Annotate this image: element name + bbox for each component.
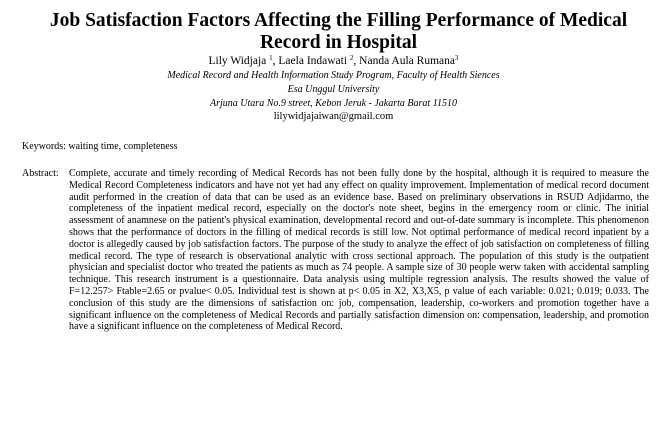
keywords-section: Keywords: waiting time, completeness xyxy=(22,140,178,153)
author-line: Lily Widjaja 1, Laela Indawati 2, Nanda … xyxy=(208,54,459,68)
affiliation-line: Arjuna Utara No.9 street, Kebon Jeruk - … xyxy=(210,98,457,109)
keywords-text: waiting time, completeness xyxy=(68,141,178,152)
paper-title: Job Satisfaction Factors Affecting the F… xyxy=(49,10,628,53)
affiliation-line: Esa Unggul University xyxy=(287,84,380,95)
author-affiliation-marker: 2 xyxy=(349,54,354,62)
author-name: Nanda Aula Rumana xyxy=(359,55,455,67)
keywords-label: Keywords: xyxy=(22,141,66,152)
affiliation-line: Medical Record and Health Information St… xyxy=(167,70,500,81)
author-affiliation-marker: 3 xyxy=(454,54,459,62)
author-email: lilywidjajaiwan@gmail.com xyxy=(273,111,394,122)
author-name: Lily Widjaja xyxy=(208,55,267,67)
author-name: Laela Indawati xyxy=(278,55,348,67)
abstract-label: Abstract: xyxy=(22,168,59,179)
abstract-text: Complete, accurate and timely recording … xyxy=(69,168,649,333)
author-affiliation-marker: 1 xyxy=(269,54,273,62)
